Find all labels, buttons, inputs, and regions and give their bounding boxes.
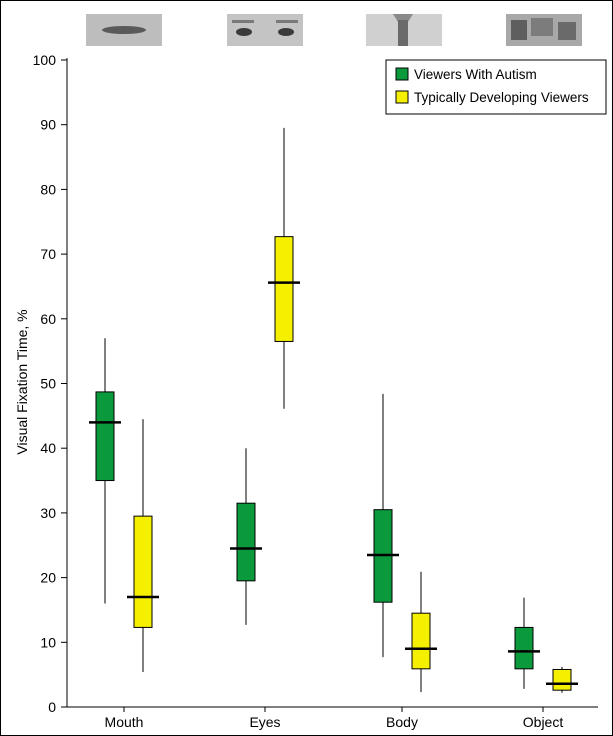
y-tick-label: 90 <box>40 117 56 133</box>
mouth-photo-icon <box>86 14 162 46</box>
y-axis-ticks: 0 10 20 30 40 50 60 70 80 90 100 <box>33 52 67 715</box>
legend-swatch-autism <box>395 67 409 81</box>
eyes-photo-icon <box>227 14 303 46</box>
y-tick-label: 20 <box>40 570 56 586</box>
box-iqr <box>133 515 153 628</box>
y-axis-title: Visual Fixation Time, % <box>14 309 30 454</box>
y-tick-label: 100 <box>33 52 57 68</box>
y-tick-label: 60 <box>40 311 56 327</box>
x-category-label: Object <box>523 714 564 730</box>
box-iqr <box>236 502 256 582</box>
box-iqr <box>274 236 294 342</box>
x-axis-ticks: Mouth Eyes Body Object <box>105 707 564 730</box>
y-tick-label: 80 <box>40 181 56 197</box>
y-tick-label: 30 <box>40 505 56 521</box>
body-photo-icon <box>366 14 442 46</box>
box-iqr <box>552 668 572 691</box>
legend: Viewers With Autism Typically Developing… <box>385 59 607 115</box>
box-iqr <box>411 612 431 670</box>
box-iqr <box>514 626 534 670</box>
legend-label-typical: Typically Developing Viewers <box>414 90 589 105</box>
y-tick-label: 10 <box>40 634 56 650</box>
x-category-label: Body <box>386 714 418 730</box>
x-category-label: Eyes <box>249 714 280 730</box>
legend-swatch-typical <box>395 90 409 104</box>
y-tick-label: 50 <box>40 376 56 392</box>
y-tick-label: 40 <box>40 440 56 456</box>
category-images <box>86 14 582 46</box>
object-photo-icon <box>506 14 582 46</box>
box-plot-series <box>89 127 578 693</box>
x-category-label: Mouth <box>105 714 144 730</box>
box-iqr <box>95 391 115 482</box>
series-typical <box>127 127 578 693</box>
legend-label-autism: Viewers With Autism <box>414 67 537 82</box>
y-tick-label: 0 <box>48 699 56 715</box>
legend-box <box>385 59 607 115</box>
y-tick-label: 70 <box>40 246 56 262</box>
series-autism <box>89 338 540 689</box>
